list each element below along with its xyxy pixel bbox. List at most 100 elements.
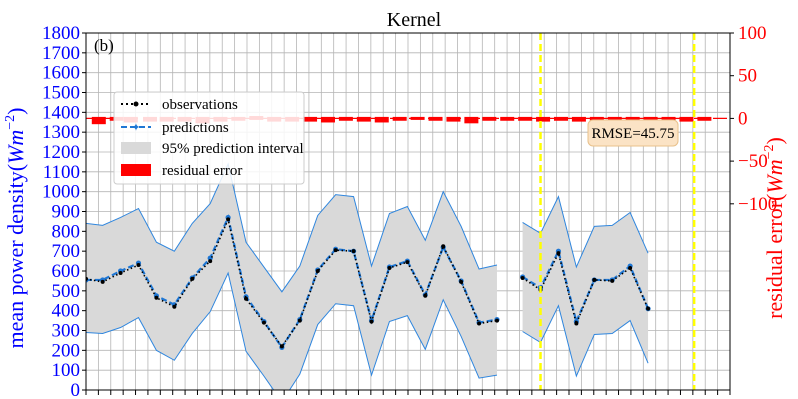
observation-point	[592, 277, 597, 282]
y-right-tick-label: 0	[738, 108, 748, 129]
chart-title: Kernel	[387, 9, 442, 31]
residual-bar	[661, 116, 676, 122]
y-right-tick-label: −50	[738, 151, 768, 172]
train-lower-bound	[86, 271, 498, 390]
observation-point	[520, 275, 525, 280]
y-axis-right-label-close: )	[762, 137, 787, 144]
y-left-tick-label: 1300	[42, 122, 80, 143]
y-left-tick-label: 1700	[42, 43, 80, 64]
y-left-tick-label: 0	[71, 380, 81, 399]
observation-point	[315, 269, 320, 273]
residual-bar	[338, 116, 353, 121]
y-left-tick-label: 800	[52, 221, 81, 242]
observation-point	[351, 249, 356, 254]
test-observations-line	[522, 250, 649, 327]
y-left-tick-label: 1400	[42, 102, 80, 123]
observation-point	[261, 320, 266, 325]
y-left-tick-label: 1200	[42, 142, 80, 163]
test-predictions-line	[522, 247, 650, 325]
residual-bar	[303, 116, 318, 122]
extra-point	[742, 282, 747, 287]
residual-bar	[356, 116, 371, 122]
prediction-interval-bands	[86, 162, 649, 390]
rmse-annotation: RMSE=45.75	[587, 119, 679, 147]
residual-bar	[446, 116, 461, 122]
residual-bar	[482, 116, 497, 121]
y-axis-left-label-prefix: mean power density(	[3, 164, 28, 349]
observation-point	[136, 263, 141, 268]
observation-point	[244, 296, 249, 301]
residual-bar	[410, 116, 425, 120]
y-left-tick-label: 100	[52, 360, 81, 381]
legend-interval-swatch	[121, 142, 151, 154]
y-left-tick-label: 700	[52, 241, 81, 262]
observation-point	[208, 259, 213, 264]
observation-point	[610, 278, 615, 283]
observation-point	[118, 270, 123, 275]
legend-observations-label: observations	[162, 97, 238, 113]
observation-point	[387, 266, 392, 271]
observation-point	[172, 304, 177, 309]
observation-point	[297, 318, 302, 323]
observation-point	[628, 266, 633, 271]
observation-point	[226, 217, 231, 222]
y-axis-right-label-prefix: residual error(	[762, 194, 787, 319]
legend-interval-label: 95% prediction interval	[162, 141, 304, 157]
y-left-tick-label: 900	[52, 202, 81, 223]
rmse-text: RMSE=45.75	[591, 126, 674, 142]
y-left-tick-label: 600	[52, 261, 81, 282]
legend-residual-label: residual error	[162, 163, 242, 179]
observation-point	[190, 276, 195, 281]
y-axis-left-label-exp: −2	[3, 115, 18, 130]
observation-point	[333, 248, 338, 253]
legend-frame	[113, 91, 305, 185]
observation-point	[459, 279, 464, 284]
residual-bar	[500, 116, 515, 121]
y-right-tick-label: 50	[738, 66, 757, 87]
y-left-tick-label: 1600	[42, 63, 80, 84]
observation-point	[369, 319, 374, 324]
legend-predictions-label: predictions	[162, 120, 229, 136]
y-left-tick-label: 1100	[43, 162, 80, 183]
train-interval-fill	[86, 163, 497, 390]
rmse-box	[587, 119, 679, 147]
residual-bar	[392, 116, 407, 121]
test-lower-bound	[522, 304, 649, 378]
observation-point	[574, 321, 579, 326]
split-lines	[539, 33, 696, 390]
y-right-tick-label: −100	[738, 194, 777, 215]
observation-point	[423, 293, 428, 298]
y-axis-left-label-unit: Wm	[3, 130, 28, 164]
series-lines	[86, 213, 747, 350]
y-left-tick-label: 300	[52, 321, 81, 342]
residual-bar	[571, 116, 586, 122]
y-axis-right-label: residual error(Wm−2)	[762, 137, 787, 319]
residual-bar	[374, 116, 389, 123]
legend: observations ✦ predictions 95% predictio…	[113, 91, 305, 185]
legend-residual-swatch	[121, 164, 151, 176]
observation-point	[154, 295, 159, 300]
train-predictions-line	[86, 213, 498, 350]
observation-point	[556, 251, 561, 256]
observation-point	[405, 260, 410, 265]
y-axis-left-label-close: )	[3, 108, 28, 115]
observation-point	[100, 279, 105, 284]
residual-bar	[625, 116, 640, 122]
y-axis-left-label: mean power density(Wm−2)	[3, 108, 28, 349]
residual-bar	[697, 116, 712, 121]
residual-bar	[589, 116, 604, 122]
y-axis-right-label-unit: Wm	[762, 159, 787, 193]
residual-bar	[320, 116, 335, 123]
y-left-tick-label: 1000	[42, 182, 80, 203]
residual-bar	[91, 116, 106, 125]
observation-point	[646, 306, 651, 311]
residual-bar	[518, 116, 533, 121]
y-right-tick-label: 100	[738, 23, 767, 44]
panel-label: (b)	[94, 36, 114, 55]
observation-point	[441, 244, 446, 249]
y-axis-right-label-exp: −2	[762, 144, 777, 159]
residual-bar	[428, 116, 443, 121]
observation-point	[494, 318, 499, 323]
y-left-tick-label: 500	[52, 281, 81, 302]
